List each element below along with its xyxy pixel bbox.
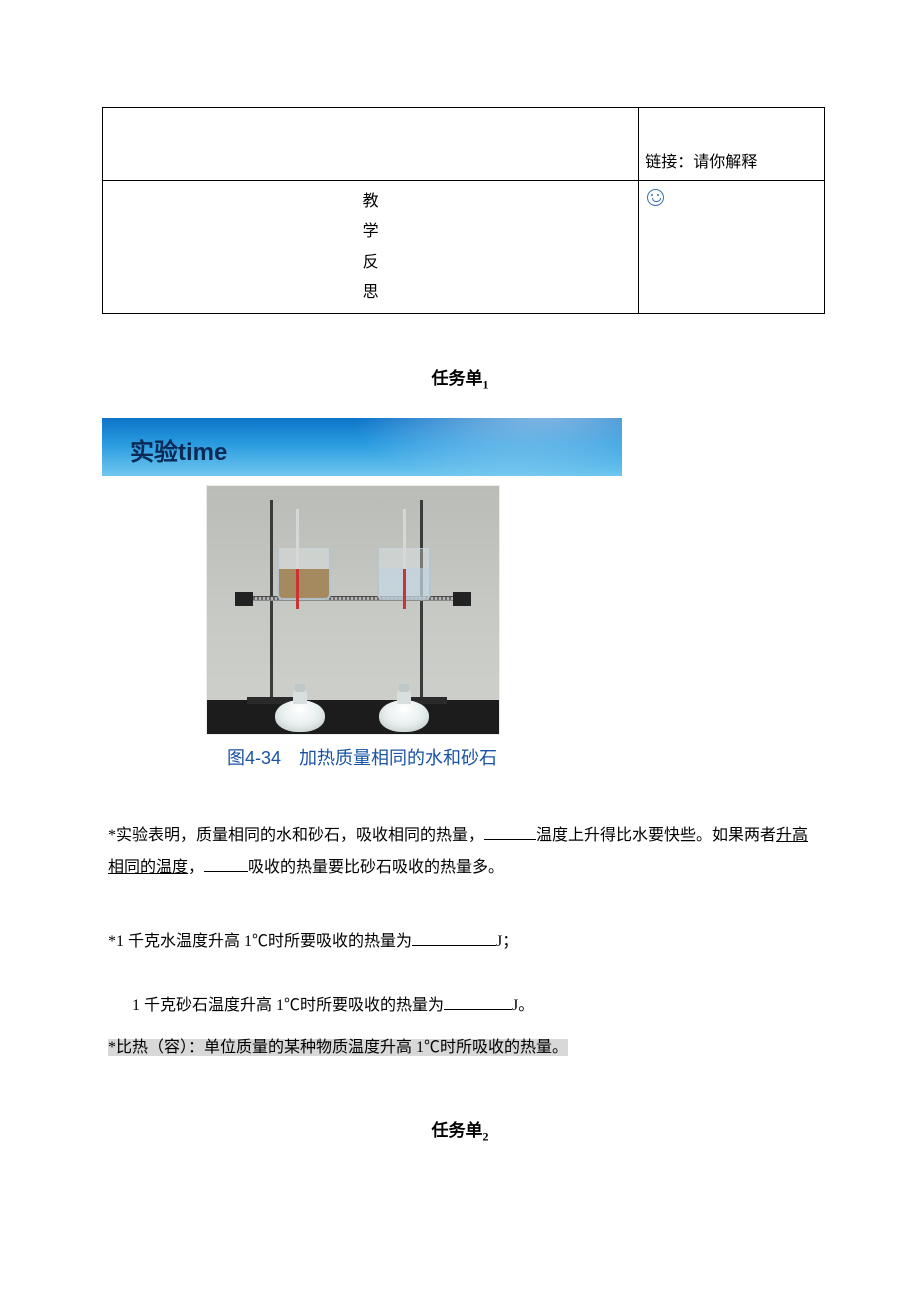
task2-title-sub: 2 <box>483 1129 489 1143</box>
experiment-title: 实验time <box>130 432 227 467</box>
table-cell-reflection-label: 教 学 反 思 <box>103 181 639 314</box>
blank-4 <box>444 994 512 1010</box>
table-cell-blank <box>103 108 639 181</box>
p2-l2-b: J。 <box>512 997 534 1014</box>
beaker-water <box>377 548 431 600</box>
wire-mesh <box>237 596 467 601</box>
p3-hl: *比热（容）：单位质量的某种物质温度升高 1℃时所吸收的热量。 <box>108 1039 568 1056</box>
paragraph-3: *比热（容）：单位质量的某种物质温度升高 1℃时所吸收的热量。 <box>108 1032 818 1064</box>
spirit-lamp-left <box>271 684 329 732</box>
clamp-right <box>453 592 471 606</box>
label-char: 教 <box>109 187 632 217</box>
p2-l1-b: J； <box>496 933 518 950</box>
blank-2 <box>204 856 248 872</box>
p2-l2-a: 1 千克砂石温度升高 1℃时所要吸收的热量为 <box>124 997 444 1014</box>
blank-3 <box>412 930 496 946</box>
smiley-icon <box>647 189 664 206</box>
p1-b: 温度上升得比水要快些。如果两者 <box>536 827 776 844</box>
p1-d: ， <box>188 859 204 876</box>
p1-a: *实验表明，质量相同的水和砂石，吸收相同的热量， <box>108 827 484 844</box>
clamp-left <box>235 592 253 606</box>
p2-l1-a: *1 千克水温度升高 1℃时所要吸收的热量为 <box>108 933 412 950</box>
p1-e: 吸收的热量要比砂石吸收的热量多。 <box>248 859 504 876</box>
experiment-title-cn: 实验 <box>130 440 178 466</box>
experiment-title-en: time <box>178 439 227 466</box>
paragraph-1: *实验表明，质量相同的水和砂石，吸收相同的热量，温度上升得比水要快些。如果两者升… <box>108 820 818 884</box>
lesson-table: 链接：请你解释 教 学 反 思 <box>102 107 825 314</box>
experiment-photo <box>207 486 499 734</box>
experiment-photo-area: 图4-34 加热质量相同的水和砂石 <box>102 476 622 776</box>
table-cell-reflection-body <box>639 181 825 314</box>
spirit-lamp-right <box>375 684 433 732</box>
link-text: 链接：请你解释 <box>645 154 757 171</box>
task2-title-main: 任务单 <box>432 1121 483 1140</box>
lab-bench <box>207 700 499 734</box>
task2-title: 任务单2 <box>0 1116 920 1144</box>
experiment-header: 实验time <box>102 418 622 476</box>
experiment-card: 实验time 图4 <box>102 418 622 776</box>
blank-1 <box>484 824 536 840</box>
task1-title: 任务单1 <box>0 364 920 392</box>
beaker-sand <box>277 548 331 600</box>
task1-title-sub: 1 <box>483 377 489 391</box>
label-char: 学 <box>109 217 632 247</box>
label-char: 思 <box>109 278 632 308</box>
header-swoosh <box>297 418 622 476</box>
task1-title-main: 任务单 <box>432 369 483 388</box>
table-cell-link: 链接：请你解释 <box>639 108 825 181</box>
label-char: 反 <box>109 248 632 278</box>
figure-caption: 图4-34 加热质量相同的水和砂石 <box>102 744 622 770</box>
